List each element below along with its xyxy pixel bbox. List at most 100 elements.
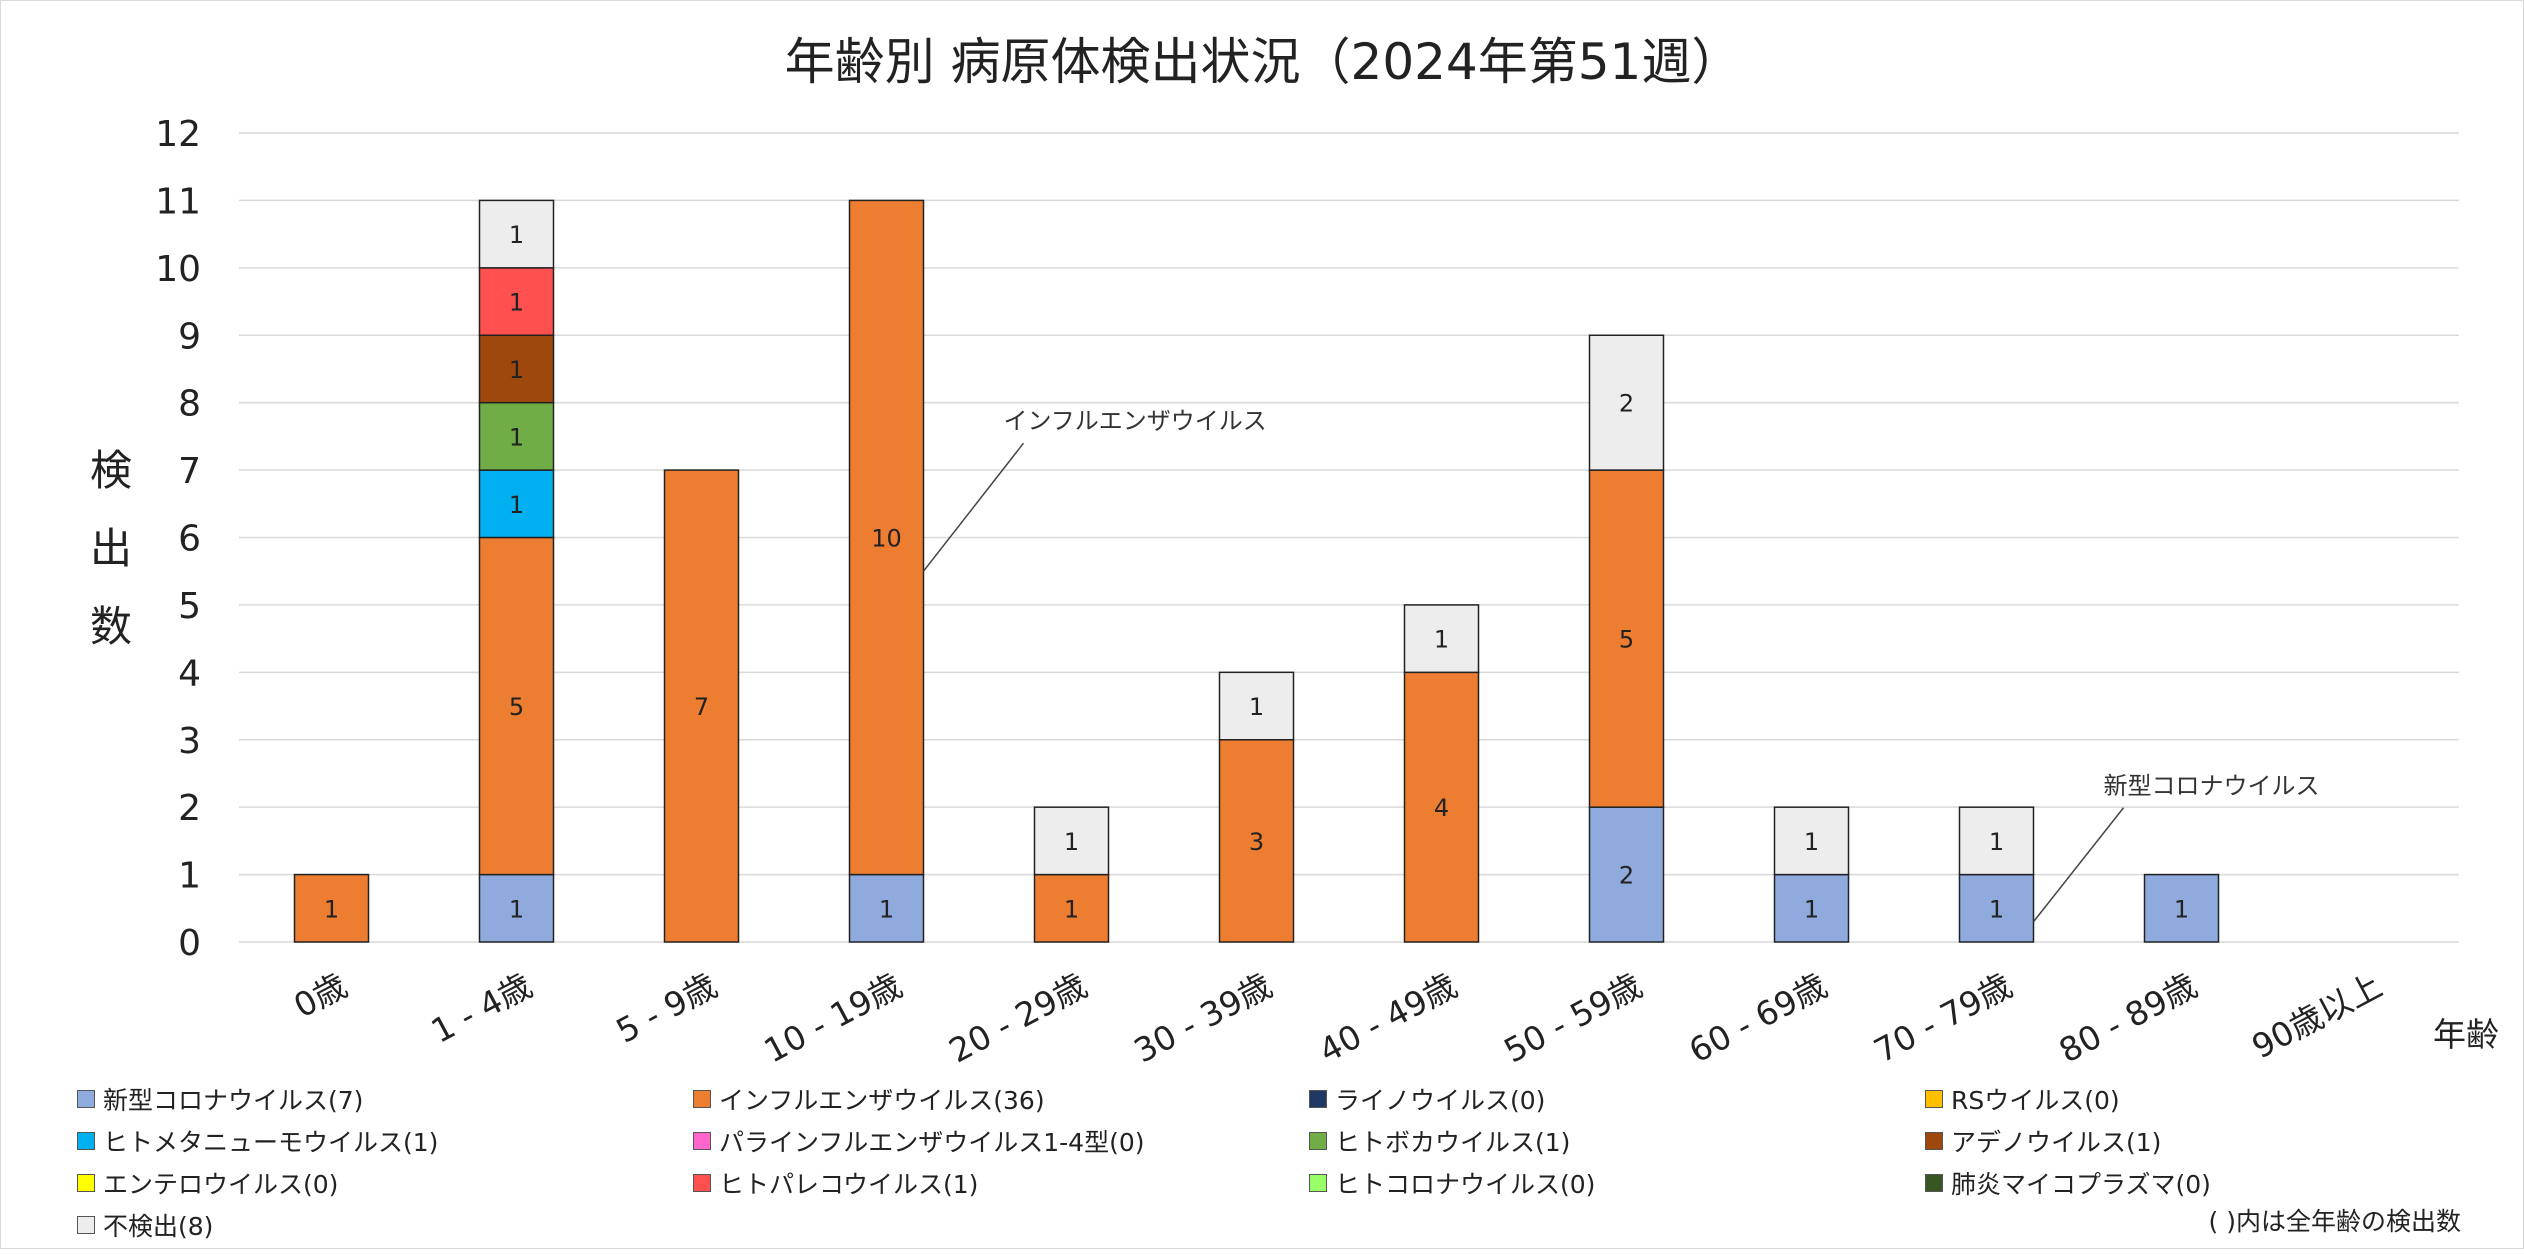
data-label: 1	[509, 491, 524, 519]
data-label: 7	[694, 693, 709, 721]
data-label: 1	[509, 221, 524, 249]
data-label: 4	[1434, 794, 1449, 822]
data-label: 1	[324, 895, 339, 923]
bar-segment	[478, 873, 555, 943]
legend-label: RSウイルス(0)	[1951, 1086, 2120, 1115]
data-label: 1	[1989, 828, 2004, 856]
legend-swatch	[77, 1174, 95, 1192]
annotation-label: インフルエンザウイルス	[1004, 407, 1267, 435]
legend-swatch	[1925, 1132, 1943, 1150]
y-tick-label: 0	[178, 923, 201, 964]
legend-swatch	[1309, 1132, 1327, 1150]
bar-segment	[663, 469, 740, 943]
legend-swatch	[77, 1090, 95, 1108]
bar-segment	[1403, 671, 1480, 943]
legend-label: 不検出(8)	[103, 1212, 214, 1241]
legend-label: ヒトメタニューモウイルス(1)	[103, 1128, 439, 1157]
y-axis-label-char: 出	[90, 524, 132, 573]
y-tick-label: 10	[155, 249, 201, 290]
x-tick-label: 50 - 59歳	[1498, 966, 1649, 1071]
data-label: 10	[871, 525, 902, 553]
legend-swatch	[1925, 1090, 1943, 1108]
legend-label: アデノウイルス(1)	[1951, 1128, 2162, 1157]
bar-segment	[1218, 739, 1295, 943]
x-tick-label: 90歳以上	[2245, 966, 2388, 1067]
legend-swatch	[1309, 1174, 1327, 1192]
y-tick-label: 6	[178, 519, 201, 560]
bar-segment	[1588, 806, 1665, 943]
y-axis-label: 検出数	[90, 446, 132, 651]
data-label: 1	[1989, 895, 2004, 923]
gridlines	[239, 132, 2459, 943]
legend-item: 不検出(8)	[77, 1205, 213, 1245]
bar-segment	[1403, 604, 1480, 674]
data-labels: 1 1 5 1 1 1 1 1 7 1 10 1 1 3 1 4 1 2 5 2 1 1 1 1 1	[324, 221, 2189, 923]
data-label: 1	[509, 356, 524, 384]
x-axis-label: 年齢	[2433, 1015, 2499, 1054]
bars	[293, 199, 2220, 943]
bar-segment	[478, 469, 555, 539]
bar-segment	[1773, 873, 1850, 943]
bar-segment	[1033, 873, 1110, 943]
bar-segment	[478, 199, 555, 269]
data-label: 2	[1619, 390, 1634, 418]
legend-label: ヒトパレコウイルス(1)	[719, 1170, 979, 1199]
footnote: ( )内は全年齢の検出数	[2208, 1207, 2461, 1236]
x-axis-ticks: 0歳 1 - 4歳 5 - 9歳 10 - 19歳 20 - 29歳 30 - 39歳 40…	[287, 966, 2388, 1071]
y-tick-label: 5	[178, 586, 201, 627]
x-tick-label: 5 - 9歳	[610, 966, 724, 1051]
y-tick-label: 1	[178, 856, 201, 897]
annotation-label: 新型コロナウイルス	[2104, 772, 2320, 800]
x-tick-label: 80 - 89歳	[2053, 966, 2204, 1071]
legend-item: 新型コロナウイルス(7)	[77, 1079, 363, 1119]
legend-label: エンテロウイルス(0)	[103, 1170, 339, 1199]
data-label: 2	[1619, 862, 1634, 890]
legend-item: エンテロウイルス(0)	[77, 1163, 338, 1203]
legend-label: 新型コロナウイルス(7)	[103, 1086, 364, 1115]
data-label: 1	[1249, 693, 1264, 721]
y-axis-label-char: 数	[90, 602, 132, 651]
data-label: 5	[1619, 626, 1634, 654]
legend-item: ライノウイルス(0)	[1309, 1079, 1545, 1119]
bar-segment	[478, 267, 555, 337]
legend-swatch	[1925, 1174, 1943, 1192]
y-axis-label-char: 検	[90, 446, 132, 495]
legend-label: ヒトコロナウイルス(0)	[1335, 1170, 1596, 1199]
data-label: 1	[509, 423, 524, 451]
bar-segment	[2143, 873, 2220, 943]
y-tick-label: 4	[178, 653, 201, 694]
bar-segment	[293, 873, 370, 943]
x-tick-label: 30 - 39歳	[1128, 966, 1279, 1071]
bar-segment	[478, 536, 555, 876]
data-label: 1	[509, 895, 524, 923]
legend-item: ヒトコロナウイルス(0)	[1309, 1163, 1595, 1203]
legend-label: ヒトボカウイルス(1)	[1335, 1128, 1571, 1157]
legend-swatch	[77, 1216, 95, 1234]
legend-item: ヒトメタニューモウイルス(1)	[77, 1121, 438, 1161]
y-tick-label: 3	[178, 721, 201, 762]
legend-label: ライノウイルス(0)	[1335, 1086, 1546, 1115]
y-tick-label: 11	[155, 181, 201, 222]
legend-item: インフルエンザウイルス(36)	[693, 1079, 1045, 1119]
data-label: 5	[509, 693, 524, 721]
legend-swatch	[77, 1132, 95, 1150]
legend-swatch	[693, 1132, 711, 1150]
x-tick-label: 20 - 29歳	[943, 966, 1094, 1071]
legend-item: パラインフルエンザウイルス1-4型(0)	[693, 1121, 1145, 1161]
legend-item: 肺炎マイコプラズマ(0)	[1925, 1163, 2211, 1203]
data-label: 1	[1064, 828, 1079, 856]
x-tick-label: 40 - 49歳	[1313, 966, 1464, 1071]
bar-segment	[1033, 806, 1110, 876]
x-tick-label: 0歳	[287, 966, 353, 1026]
legend-item: RSウイルス(0)	[1925, 1079, 2120, 1119]
y-tick-label: 2	[178, 788, 201, 829]
data-label: 3	[1249, 828, 1264, 856]
legend-item: ヒトボカウイルス(1)	[1309, 1121, 1570, 1161]
legend-label: 肺炎マイコプラズマ(0)	[1951, 1170, 2211, 1199]
legend-swatch	[693, 1174, 711, 1192]
legend-swatch	[1309, 1090, 1327, 1108]
